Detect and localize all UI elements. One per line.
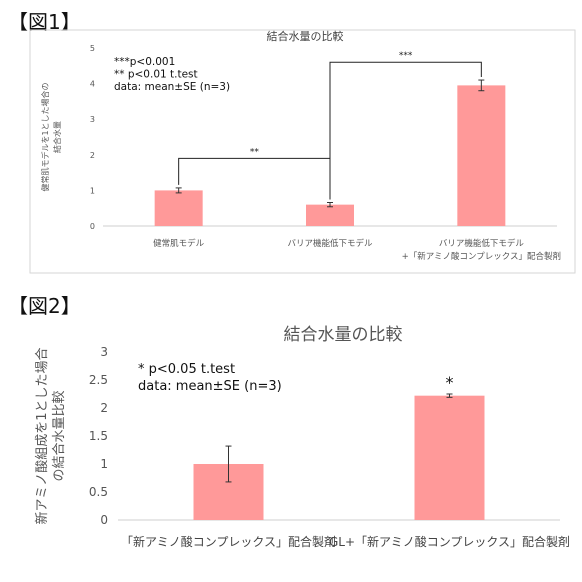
y-axis-label: 新アミノ酸組成を1とした場合 の結合水量比較	[34, 347, 67, 524]
y-tick-label: 2.5	[89, 373, 108, 387]
bar	[154, 190, 203, 226]
y-tick-label: 0	[90, 222, 95, 231]
chart-2: 結合水量の比較 0 0.5 1 1.5 2 2.5 3 新アミノ酸組成を1とした場合 の結合水量比…	[34, 325, 570, 549]
chart-title: 結合水量の比較	[284, 325, 403, 345]
stats-note: ** p<0.01 t.test	[114, 69, 198, 81]
y-tick-label: 5	[90, 44, 95, 53]
y-tick-label: 0	[100, 513, 108, 527]
x-tick-label: バリア機能低下モデル	[439, 238, 525, 249]
figure-2-label: 【図2】	[8, 294, 81, 318]
y-tick-label: 1.5	[89, 429, 108, 443]
y-tick-label: 2	[90, 151, 95, 160]
significance-label: ***	[399, 51, 413, 61]
x-tick-label: バリア機能低下モデル	[287, 238, 373, 249]
y-tick-label: 4	[90, 80, 95, 89]
y-tick-label: 0.5	[89, 485, 108, 499]
x-tick-label: +「新アミノ酸コンプレックス」配合製剤	[402, 251, 561, 262]
y-axis-label-line: の結合水量比較	[52, 390, 67, 481]
y-tick-label: 2	[100, 401, 108, 415]
significance-label: **	[250, 147, 260, 157]
y-axis-label: 健常肌モデルを1とした場合の 結合水量	[40, 82, 62, 191]
stats-note: * p<0.05 t.test	[138, 362, 235, 377]
y-axis-label-line: 健常肌モデルを1とした場合の	[40, 82, 50, 191]
y-tick-label: 3	[90, 115, 95, 124]
stats-note: data: mean±SE (n=3)	[138, 379, 282, 394]
bar	[414, 395, 485, 520]
chart-frame	[29, 29, 576, 274]
bar	[306, 204, 354, 226]
y-tick-label: 3	[100, 345, 108, 359]
y-tick-label: 1	[100, 457, 108, 471]
bar	[457, 85, 506, 226]
x-tick-label: 健常肌モデル	[153, 238, 205, 249]
significance-bracket	[329, 61, 482, 200]
y-axis-label-line: 新アミノ酸組成を1とした場合	[34, 347, 50, 524]
x-tick-label: GL+「新アミノ酸コンプレックス」配合製剤	[329, 534, 570, 549]
y-tick-label: 1	[90, 186, 95, 195]
x-tick-label: 「新アミノ酸コンプレックス」配合製剤	[121, 534, 336, 549]
y-axis-label-line: 結合水量	[52, 121, 62, 153]
significance-label: *	[446, 373, 454, 392]
chart-title: 結合水量の比較	[267, 29, 344, 43]
stats-note: ***p<0.001	[114, 56, 175, 68]
stats-note: data: mean±SE (n=3)	[114, 81, 230, 93]
